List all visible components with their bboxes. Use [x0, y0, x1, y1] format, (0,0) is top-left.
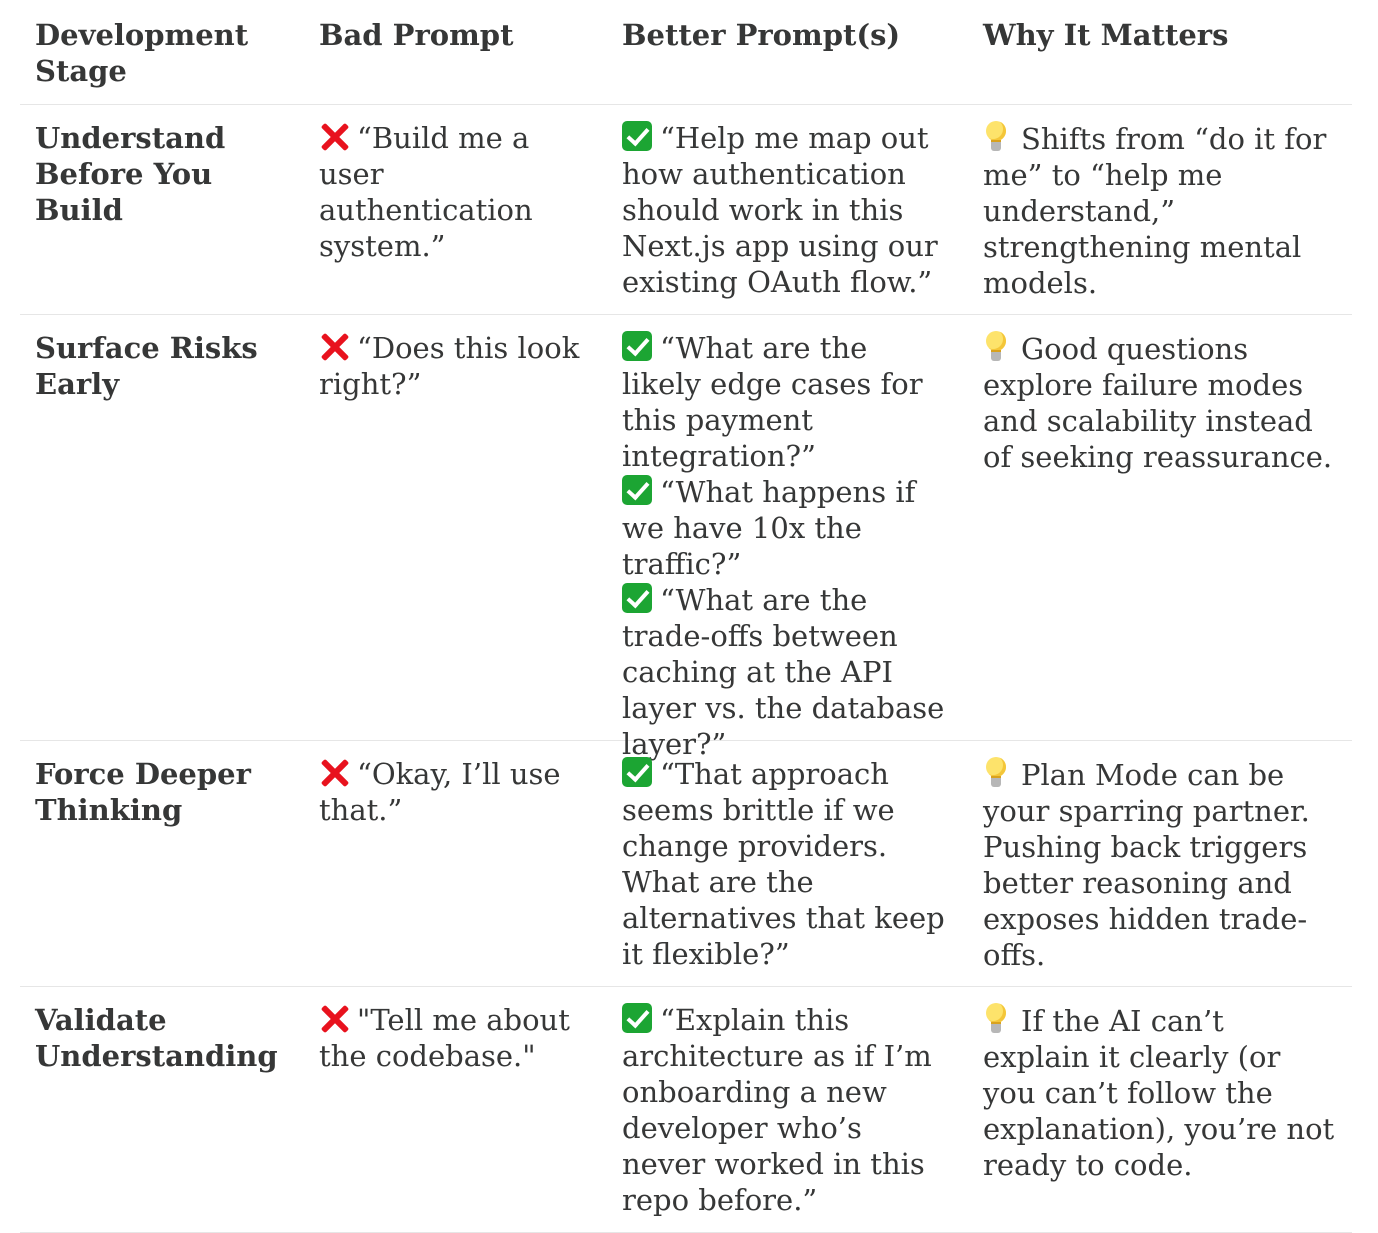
better-prompt-item: “Help me map out how authentication shou… [622, 120, 952, 300]
stage-cell: Surface Risks Early [35, 331, 258, 401]
better-prompt-cell: “What are the likely edge cases for this… [607, 330, 968, 762]
cross-mark-icon [319, 757, 351, 787]
light-bulb-icon [983, 756, 1009, 788]
table-header-row: Development Stage Bad Prompt Better Prom… [20, 0, 1352, 105]
header-bad-prompt: Bad Prompt [319, 18, 514, 52]
comparison-table: Development Stage Bad Prompt Better Prom… [20, 0, 1352, 1233]
check-mark-icon [622, 331, 652, 361]
stage-cell: Validate Understanding [35, 1003, 278, 1073]
table-row: Surface Risks Early “Does this look right… [20, 315, 1352, 761]
better-prompt-cell: “Explain this architecture as if I’m onb… [607, 1002, 968, 1232]
header-better-prompts: Better Prompt(s) [622, 18, 901, 52]
why-it-matters-text: Shifts from “do it for me” to “help me u… [983, 122, 1327, 300]
better-prompt-item: “What happens if we have 10x the traffic… [622, 474, 952, 582]
light-bulb-icon [983, 1002, 1009, 1034]
better-prompt-text: “What happens if we have 10x the traffic… [622, 475, 916, 581]
bad-prompt-cell: “Does this look right?” [304, 330, 607, 762]
better-prompt-cell: “Help me map out how authentication shou… [607, 120, 968, 314]
check-mark-icon [622, 1003, 652, 1033]
check-mark-icon [622, 475, 652, 505]
why-it-matters-cell: Shifts from “do it for me” to “help me u… [968, 120, 1352, 314]
check-mark-icon [622, 121, 652, 151]
better-prompt-cell: “That approach seems brittle if we chang… [607, 756, 968, 986]
better-prompt-item: “What are the trade-offs between caching… [622, 582, 952, 762]
better-prompt-item: “That approach seems brittle if we chang… [622, 756, 952, 972]
table-row: Understand Before You Build “Build me a u… [20, 105, 1352, 315]
bad-prompt-text: “Build me a user authentication system.” [319, 121, 533, 263]
why-it-matters-text: Good questions explore failure modes and… [983, 332, 1333, 474]
light-bulb-icon [983, 330, 1009, 362]
header-why-it-matters: Why It Matters [983, 18, 1229, 52]
stage-cell: Understand Before You Build [35, 121, 226, 227]
bad-prompt-text: “Does this look right?” [319, 331, 580, 401]
check-mark-icon [622, 757, 652, 787]
table-body: Understand Before You Build “Build me a u… [20, 105, 1352, 1233]
header-development-stage: Development Stage [35, 18, 249, 88]
better-prompt-item: “Explain this architecture as if I’m onb… [622, 1002, 952, 1218]
table-row: Force Deeper Thinking “Okay, I’ll use tha… [20, 741, 1352, 987]
table-row: Validate Understanding "Tell me about the… [20, 987, 1352, 1233]
bad-prompt-text: “Okay, I’ll use that.” [319, 757, 561, 827]
bad-prompt-cell: "Tell me about the codebase." [304, 1002, 607, 1232]
why-it-matters-cell: Good questions explore failure modes and… [968, 330, 1352, 762]
better-prompt-text: “Help me map out how authentication shou… [622, 121, 938, 299]
bad-prompt-cell: “Okay, I’ll use that.” [304, 756, 607, 986]
bad-prompt-cell: “Build me a user authentication system.” [304, 120, 607, 314]
cross-mark-icon [319, 1003, 351, 1033]
better-prompt-text: “That approach seems brittle if we chang… [622, 757, 945, 971]
why-it-matters-text: If the AI can’t explain it clearly (or y… [983, 1004, 1335, 1182]
better-prompt-text: “Explain this architecture as if I’m onb… [622, 1003, 932, 1217]
stage-cell: Force Deeper Thinking [35, 757, 251, 827]
check-mark-icon [622, 583, 652, 613]
better-prompt-item: “What are the likely edge cases for this… [622, 330, 952, 474]
bad-prompt-text: "Tell me about the codebase." [319, 1003, 570, 1073]
light-bulb-icon [983, 120, 1009, 152]
why-it-matters-cell: Plan Mode can be your sparring partner. … [968, 756, 1352, 986]
cross-mark-icon [319, 121, 351, 151]
why-it-matters-text: Plan Mode can be your sparring partner. … [983, 758, 1310, 972]
better-prompt-text: “What are the trade-offs between caching… [622, 583, 945, 761]
cross-mark-icon [319, 331, 351, 361]
why-it-matters-cell: If the AI can’t explain it clearly (or y… [968, 1002, 1352, 1232]
better-prompt-text: “What are the likely edge cases for this… [622, 331, 923, 473]
